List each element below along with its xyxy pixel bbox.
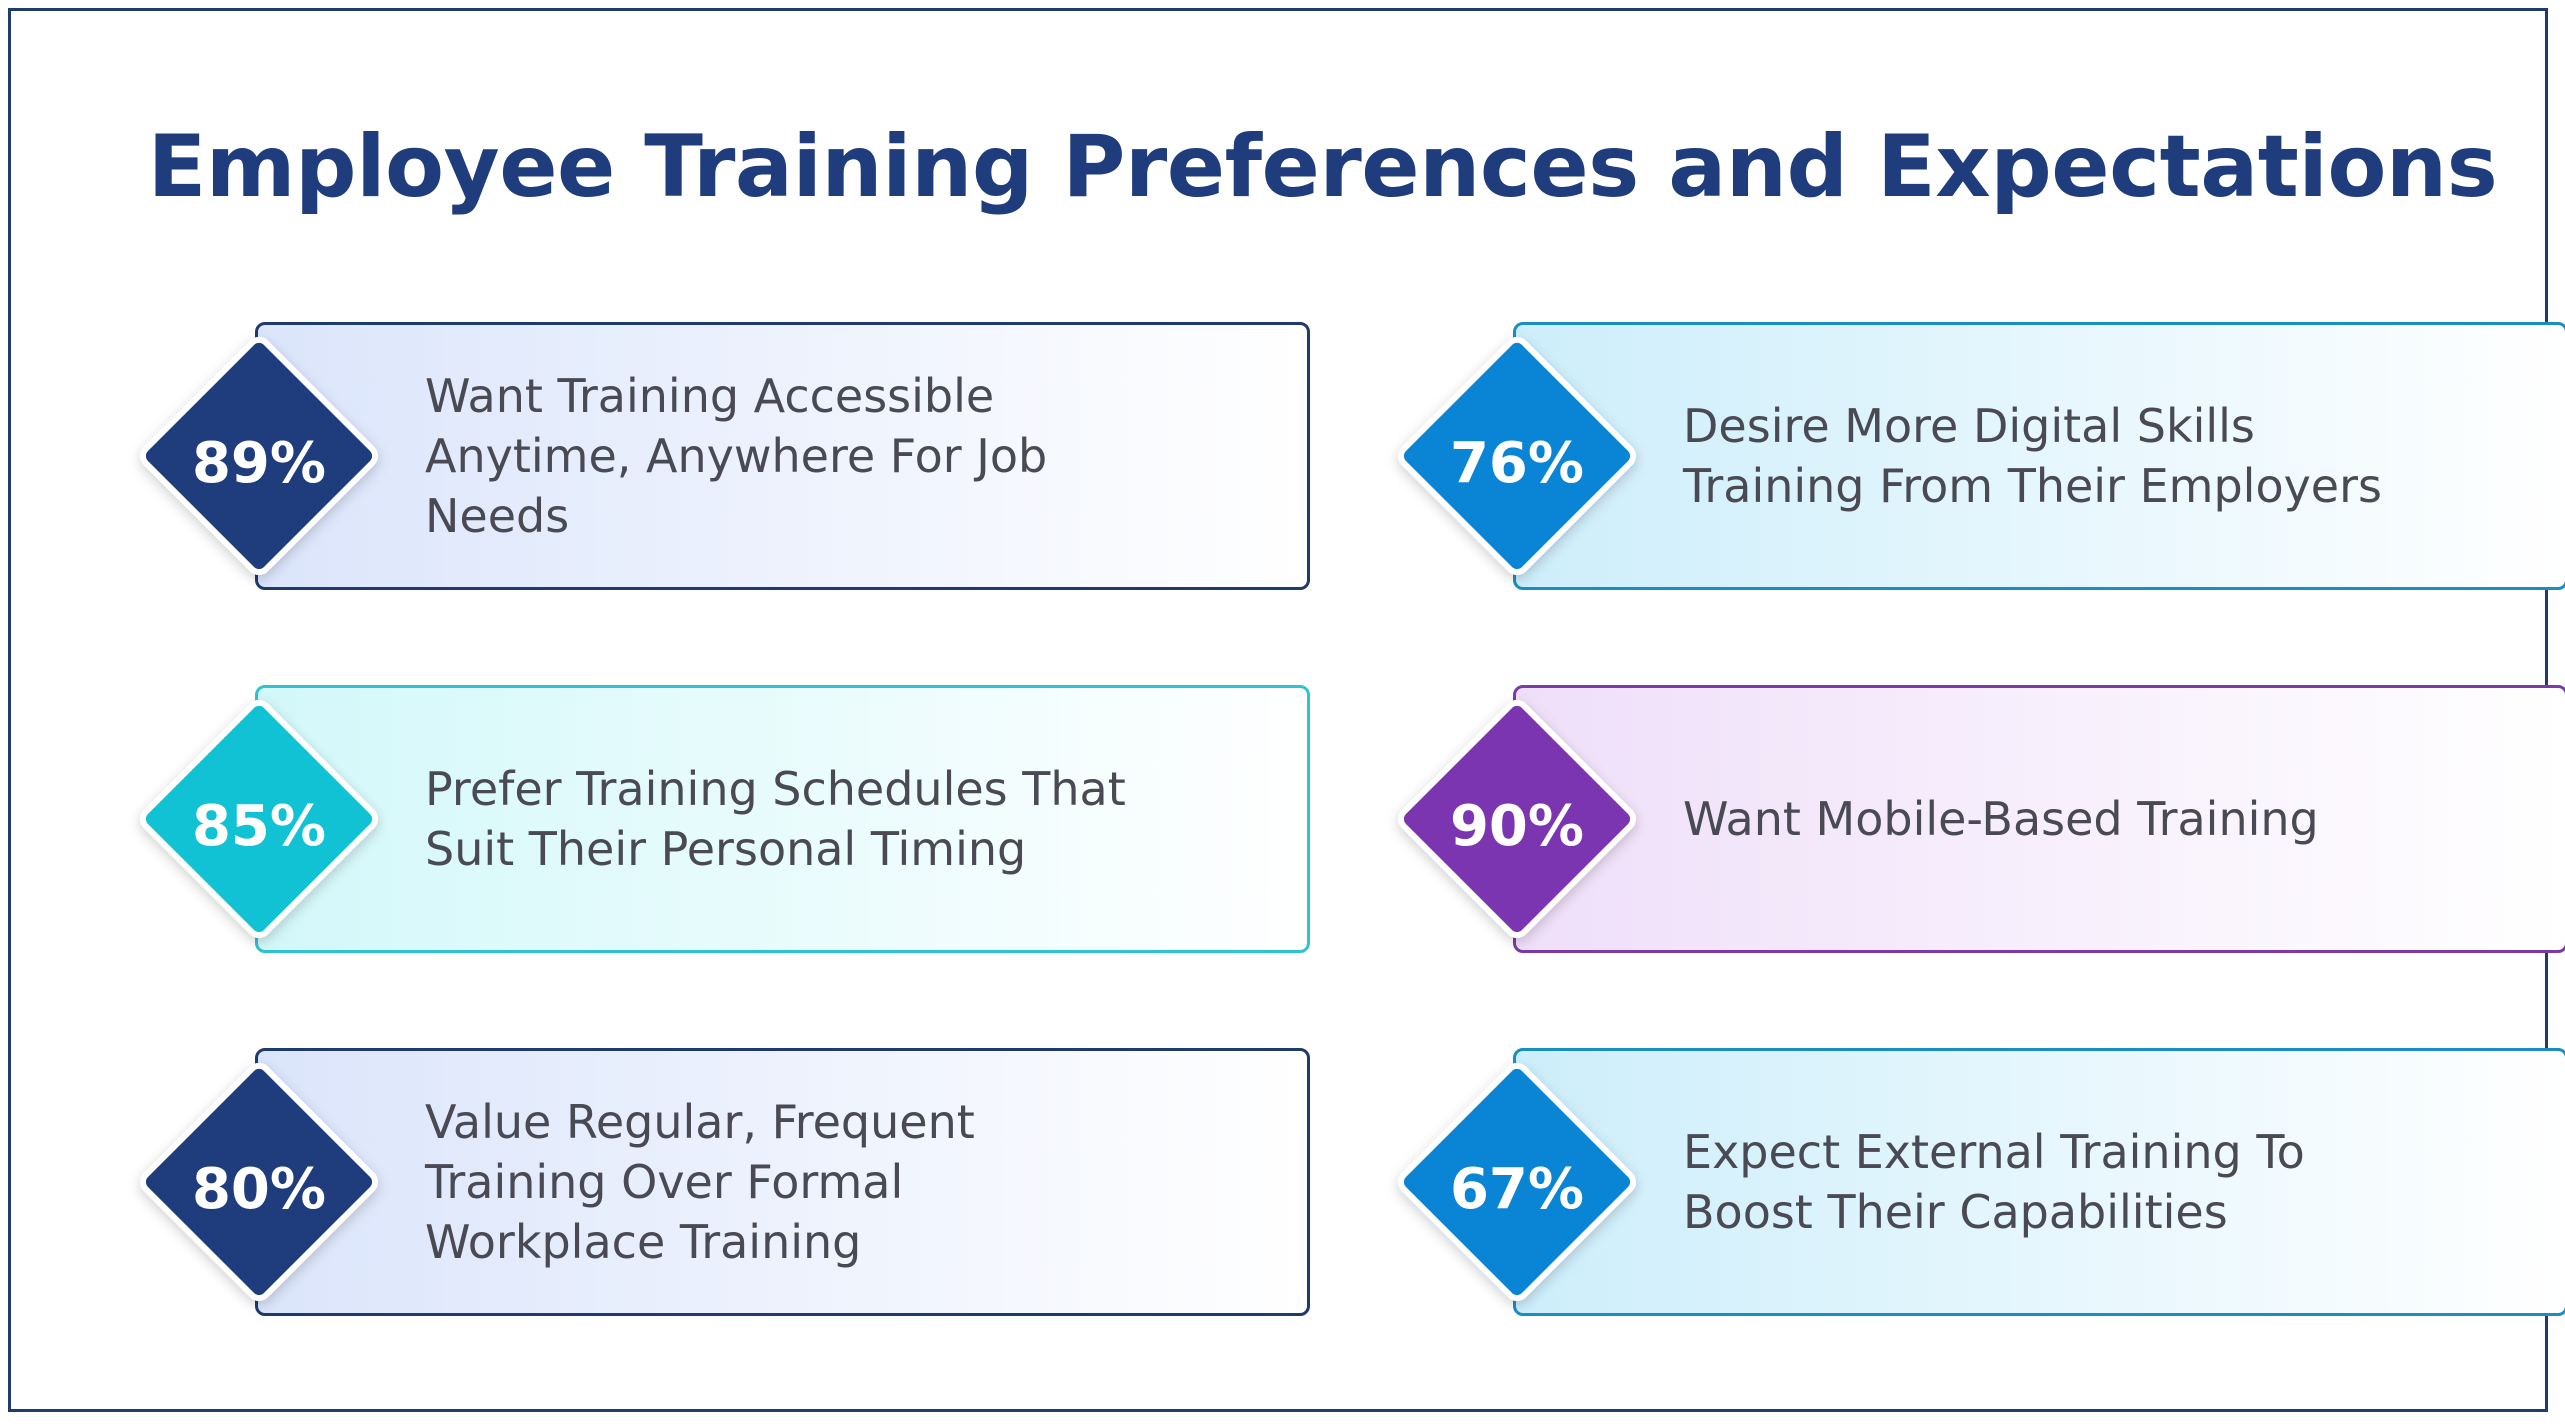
stat-percent: 90% (1449, 793, 1585, 859)
stat-description-line: Suit Their Personal Timing (425, 822, 1027, 876)
stat-card-box (1513, 322, 2565, 590)
stat-description-line: Value Regular, Frequent (425, 1095, 975, 1149)
stat-card-box (255, 322, 1310, 590)
stat-percent: 85% (191, 793, 327, 859)
percent-diamond-badge: 80% (128, 1051, 390, 1313)
stat-percent: 80% (191, 1156, 327, 1222)
stat-description-line: Training From Their Employers (1683, 459, 2382, 513)
stat-description: Prefer Training Schedules That Suit Thei… (425, 685, 1285, 953)
percent-diamond-badge: 85% (128, 688, 390, 950)
stat-description: Value Regular, Frequent Training Over Fo… (425, 1048, 1285, 1316)
stat-description-line: Boost Their Capabilities (1683, 1185, 2228, 1239)
stat-card-box (1513, 685, 2565, 953)
percent-diamond-badge: 89% (128, 325, 390, 587)
stat-description: Desire More Digital Skills Training From… (1683, 322, 2543, 590)
stat-card: Value Regular, Frequent Training Over Fo… (125, 1048, 1450, 1316)
page-title: Employee Training Preferences and Expect… (147, 117, 2498, 217)
percent-diamond-badge: 76% (1386, 325, 1648, 587)
stat-card: Prefer Training Schedules That Suit Thei… (125, 685, 1450, 953)
stat-description: Want Training Accessible Anytime, Anywhe… (425, 322, 1285, 590)
stat-description-line: Expect External Training To (1683, 1125, 2305, 1179)
stat-percent: 67% (1449, 1156, 1585, 1222)
percent-diamond-badge: 90% (1386, 688, 1648, 950)
stat-card: Want Mobile-Based Training 90% (1383, 685, 2565, 953)
percent-diamond-badge: 67% (1386, 1051, 1648, 1313)
stat-card: Want Training Accessible Anytime, Anywhe… (125, 322, 1450, 590)
stat-description-line: Training Over Formal (425, 1155, 904, 1209)
stat-percent: 76% (1449, 430, 1585, 496)
stat-description-line: Want Training Accessible (425, 369, 995, 423)
stat-card-box (1513, 1048, 2565, 1316)
stat-description: Expect External Training To Boost Their … (1683, 1048, 2543, 1316)
stat-description-line: Needs (425, 489, 570, 543)
stat-description-line: Want Mobile-Based Training (1683, 792, 2319, 846)
stat-description-line: Anytime, Anywhere For Job (425, 429, 1048, 483)
stat-card: Desire More Digital Skills Training From… (1383, 322, 2565, 590)
stat-percent: 89% (191, 430, 327, 496)
stat-card: Expect External Training To Boost Their … (1383, 1048, 2565, 1316)
stat-description-line: Desire More Digital Skills (1683, 399, 2255, 453)
stat-description: Want Mobile-Based Training (1683, 685, 2543, 953)
stat-description-line: Prefer Training Schedules That (425, 762, 1126, 816)
stat-description-line: Workplace Training (425, 1215, 862, 1269)
stat-card-box (255, 1048, 1310, 1316)
